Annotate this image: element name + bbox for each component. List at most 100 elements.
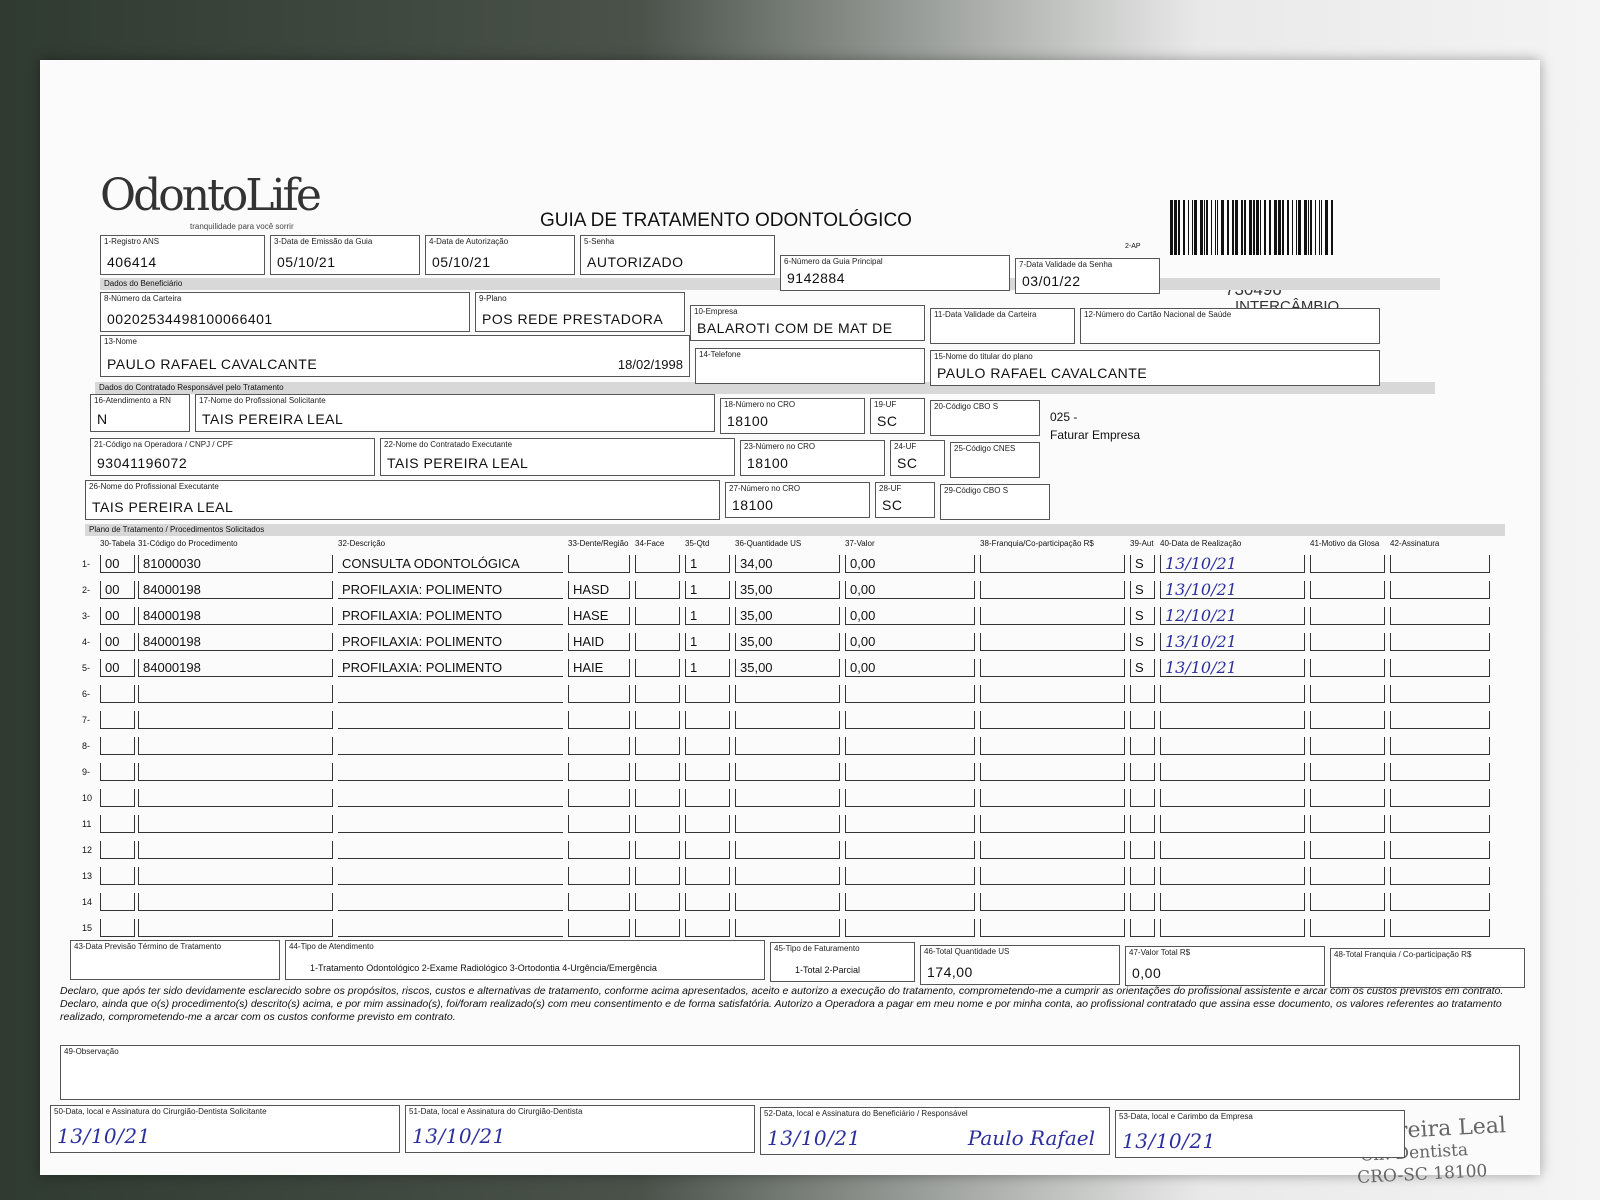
row-number: 11: [82, 819, 92, 829]
field-label: 13-Nome: [104, 337, 137, 346]
form-field: 24-UF SC: [890, 440, 945, 476]
table-cell: [1160, 919, 1305, 937]
field-value: 93041196072: [97, 455, 188, 471]
field-value: 174,00: [927, 964, 973, 980]
billing-note: Faturar Empresa: [1050, 428, 1141, 442]
field-value: SC: [882, 497, 903, 513]
table-cell: [735, 867, 840, 885]
table-cell: [685, 867, 730, 885]
table-cell: [845, 919, 975, 937]
row-number: 15: [82, 923, 93, 933]
table-cell: PROFILAXIA: POLIMENTO: [338, 633, 563, 651]
table-cell: S: [1130, 581, 1155, 599]
table-cell: [980, 633, 1125, 651]
column-header: 31-Código do Procedimento: [138, 539, 238, 548]
table-cell: [635, 581, 680, 599]
table-cell: [1390, 685, 1490, 703]
table-cell: [845, 893, 975, 911]
field-label: 17-Nome do Profissional Solicitante: [199, 396, 326, 405]
table-cell: [735, 815, 840, 833]
form-field: 14-Telefone: [695, 348, 925, 384]
table-cell: [100, 815, 135, 833]
field-label: 27-Número no CRO: [729, 484, 801, 493]
table-cell: [1390, 711, 1490, 729]
signature: Paulo Rafael: [967, 1126, 1095, 1150]
logo: OdontoLife: [100, 170, 322, 221]
form-field: 26-Nome do Profissional Executante TAIS P…: [85, 480, 720, 520]
field-options: 1-Tratamento Odontológico 2-Exame Radiol…: [310, 963, 657, 973]
table-cell: [1390, 581, 1490, 599]
table-cell: CONSULTA ODONTOLÓGICA: [338, 555, 563, 573]
table-cell: [100, 919, 135, 937]
table-cell: [1310, 789, 1385, 807]
table-cell: [635, 659, 680, 677]
column-header: 42-Assinatura: [1390, 539, 1440, 548]
row-number: 8-: [82, 741, 91, 751]
table-cell: 00: [100, 607, 135, 625]
table-cell: [1310, 893, 1385, 911]
form-field: 21-Código na Operadora / CNPJ / CPF 93041…: [90, 438, 375, 476]
table-cell: [980, 867, 1125, 885]
table-cell: [338, 841, 563, 859]
field-label: 8-Número da Carteira: [104, 294, 182, 303]
form-field: 48-Total Franquia / Co-participação R$: [1330, 948, 1525, 988]
barcode-bar: [1292, 200, 1293, 255]
form-field: 51-Data, local e Assinatura do Cirurgião…: [405, 1105, 755, 1153]
barcode-bar: [1321, 200, 1322, 255]
table-cell: [568, 867, 630, 885]
barcode-bar: [1298, 200, 1301, 255]
field-label: 5-Senha: [584, 237, 615, 246]
field-value: N: [97, 411, 108, 427]
table-cell: [1310, 711, 1385, 729]
row-number: 6-: [82, 689, 91, 699]
barcode-bar: [1253, 200, 1255, 255]
table-cell: [635, 555, 680, 573]
table-cell: [635, 607, 680, 625]
form-field: 4-Data de Autorização 05/10/21: [425, 235, 575, 275]
field-label: 16-Atendimento a RN: [94, 396, 171, 405]
field-label: 48-Total Franquia / Co-participação R$: [1334, 950, 1472, 959]
table-cell: [338, 685, 563, 703]
field-label: 4-Data de Autorização: [429, 237, 509, 246]
table-cell: [635, 685, 680, 703]
form-field: 7-Data Validade da Senha 03/01/22: [1015, 258, 1160, 294]
table-cell: [138, 815, 333, 833]
table-cell: [1310, 659, 1385, 677]
table-cell: [138, 789, 333, 807]
form-field: 28-UF SC: [875, 482, 935, 518]
barcode-bar: [1256, 200, 1259, 255]
form-field: 22-Nome do Contratado Executante TAIS PER…: [380, 438, 735, 476]
table-cell: [100, 789, 135, 807]
barcode-bar: [1331, 200, 1333, 255]
table-cell: [1390, 737, 1490, 755]
table-cell: HASD: [568, 581, 630, 599]
row-number: 2-: [82, 585, 91, 595]
field-label: 7-Data Validade da Senha: [1019, 260, 1113, 269]
row-number: 12: [82, 845, 93, 855]
field-value: TAIS PEREIRA LEAL: [387, 455, 529, 471]
table-cell: [1130, 763, 1155, 781]
table-cell: 84000198: [138, 607, 333, 625]
table-cell: [568, 789, 630, 807]
barcode-bar: [1215, 200, 1216, 255]
field-label: 43-Data Previsão Término de Tratamento: [74, 942, 222, 951]
table-cell: [980, 763, 1125, 781]
table-cell: [1130, 685, 1155, 703]
field-label: 1-Registro ANS: [104, 237, 160, 246]
table-cell: [338, 893, 563, 911]
form-field: 23-Número no CRO 18100: [740, 440, 885, 476]
table-cell: [980, 711, 1125, 729]
table-cell: HASE: [568, 607, 630, 625]
form-field: 18-Número no CRO 18100: [720, 398, 865, 434]
table-cell: [635, 763, 680, 781]
table-cell: [685, 919, 730, 937]
field-value: 0,00: [1132, 965, 1162, 981]
table-cell: 35,00: [735, 659, 840, 677]
table-cell: 0,00: [845, 581, 975, 599]
table-cell: [980, 841, 1125, 859]
table-cell: [138, 867, 333, 885]
table-cell: [100, 711, 135, 729]
field-value: POS REDE PRESTADORA: [482, 311, 664, 327]
table-cell: [568, 893, 630, 911]
column-header: 32-Descrição: [338, 539, 386, 548]
